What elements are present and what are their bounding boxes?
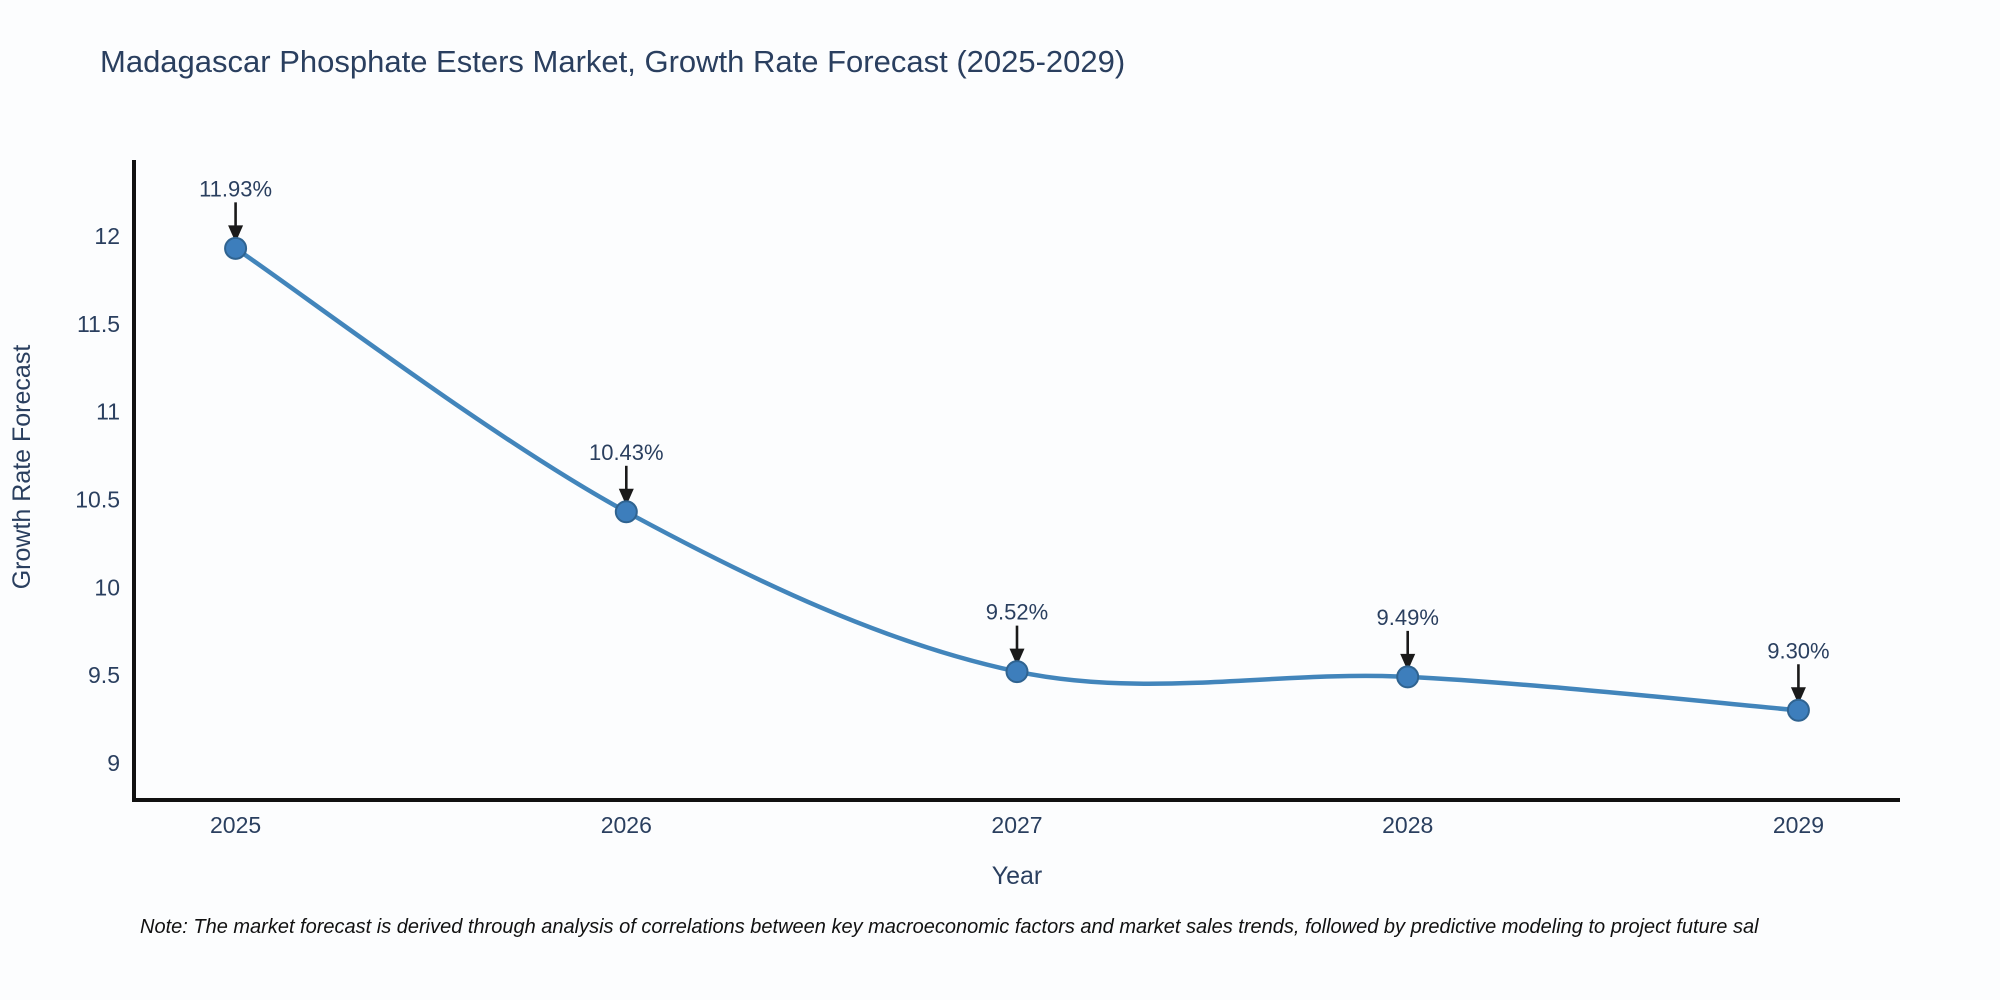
footnote: Note: The market forecast is derived thr… — [140, 916, 1759, 938]
y-tick-label: 11.5 — [77, 311, 120, 337]
x-tick-label: 2025 — [210, 812, 261, 838]
x-tick-label: 2029 — [1773, 812, 1824, 838]
data-point-label: 9.30% — [1767, 638, 1829, 663]
y-tick-label: 10 — [94, 574, 120, 600]
chart-title: Madagascar Phosphate Esters Market, Grow… — [100, 44, 1125, 79]
x-tick-label: 2026 — [601, 812, 652, 838]
data-point-label: 11.93% — [199, 176, 272, 201]
data-point-label: 9.52% — [986, 600, 1048, 625]
annotation-arrowhead-icon — [1790, 687, 1806, 705]
data-point-label: 9.49% — [1377, 605, 1439, 630]
data-point[interactable] — [224, 236, 248, 260]
data-point[interactable] — [1786, 698, 1810, 722]
x-tick-label: 2028 — [1382, 812, 1433, 838]
data-point-label: 10.43% — [589, 440, 664, 465]
y-axis-title: Growth Rate Forecast — [8, 345, 36, 590]
annotation-arrowhead-icon — [228, 225, 244, 243]
y-tick-label: 9 — [107, 750, 120, 776]
annotation-arrowhead-icon — [618, 488, 634, 506]
annotation-arrowhead-icon — [1400, 653, 1416, 671]
data-point[interactable] — [1396, 665, 1420, 689]
y-tick-label: 12 — [94, 223, 120, 249]
x-tick-label: 2027 — [991, 812, 1042, 838]
data-point[interactable] — [1005, 660, 1029, 684]
data-point[interactable] — [614, 500, 638, 524]
annotation-arrowhead-icon — [1009, 648, 1025, 666]
y-tick-label: 11 — [96, 399, 120, 425]
y-tick-label: 10.5 — [75, 486, 120, 512]
y-tick-label: 9.5 — [88, 662, 120, 688]
x-axis-title: Year — [992, 862, 1043, 890]
